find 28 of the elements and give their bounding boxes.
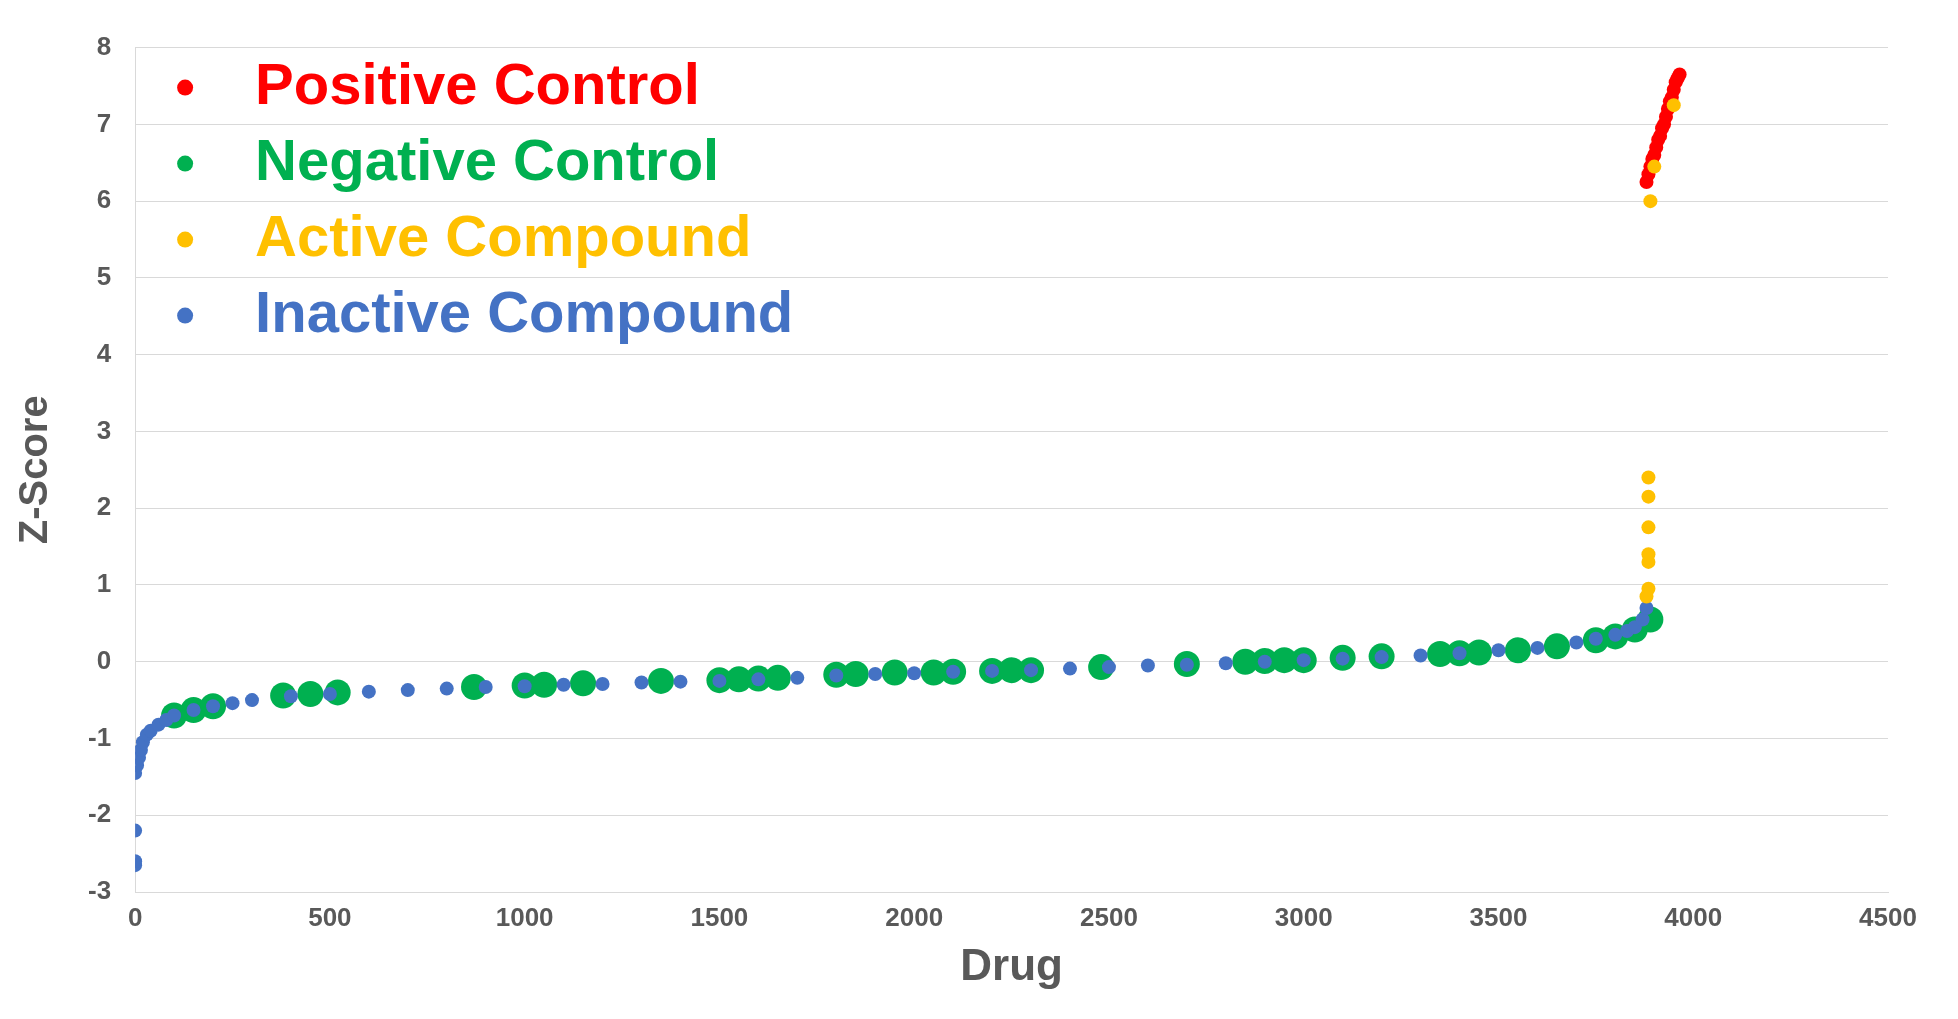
x-tick-label: 4500 <box>1859 901 1917 932</box>
y-tick-label: 3 <box>96 414 112 445</box>
x-tick-label: 3000 <box>1274 901 1333 932</box>
y-tick-label: 7 <box>96 107 112 138</box>
y-axis-title: Z-Score <box>11 395 56 545</box>
legend-label: Positive Control <box>255 50 700 116</box>
y-tick-label: 6 <box>96 184 112 215</box>
legend-label: Active Compound <box>255 202 752 268</box>
y-tick-label: -3 <box>87 875 112 906</box>
y-tick-label: 8 <box>96 30 112 61</box>
x-tick-label: 4000 <box>1664 901 1723 932</box>
y-tick-label: 1 <box>96 568 112 599</box>
y-tick-label: 5 <box>96 261 112 292</box>
x-tick-label: 2500 <box>1080 901 1138 932</box>
x-tick-label: 1000 <box>495 901 554 932</box>
x-axis-title: Drug <box>960 939 1063 989</box>
x-tick-label: 500 <box>308 901 352 932</box>
y-tick-label: 4 <box>96 337 112 368</box>
y-tick-label: -2 <box>87 798 112 829</box>
y-tick-label: 2 <box>96 491 112 522</box>
x-tick-label: 3500 <box>1469 901 1528 932</box>
y-tick-label: 0 <box>96 644 112 675</box>
x-tick-label: 2000 <box>885 901 944 932</box>
legend-label: Inactive Compound <box>255 278 794 344</box>
x-tick-label: 1500 <box>690 901 749 932</box>
legend-label: Negative Control <box>255 126 720 192</box>
x-tick-label: 0 <box>127 901 143 932</box>
y-tick-label: -1 <box>87 721 112 752</box>
